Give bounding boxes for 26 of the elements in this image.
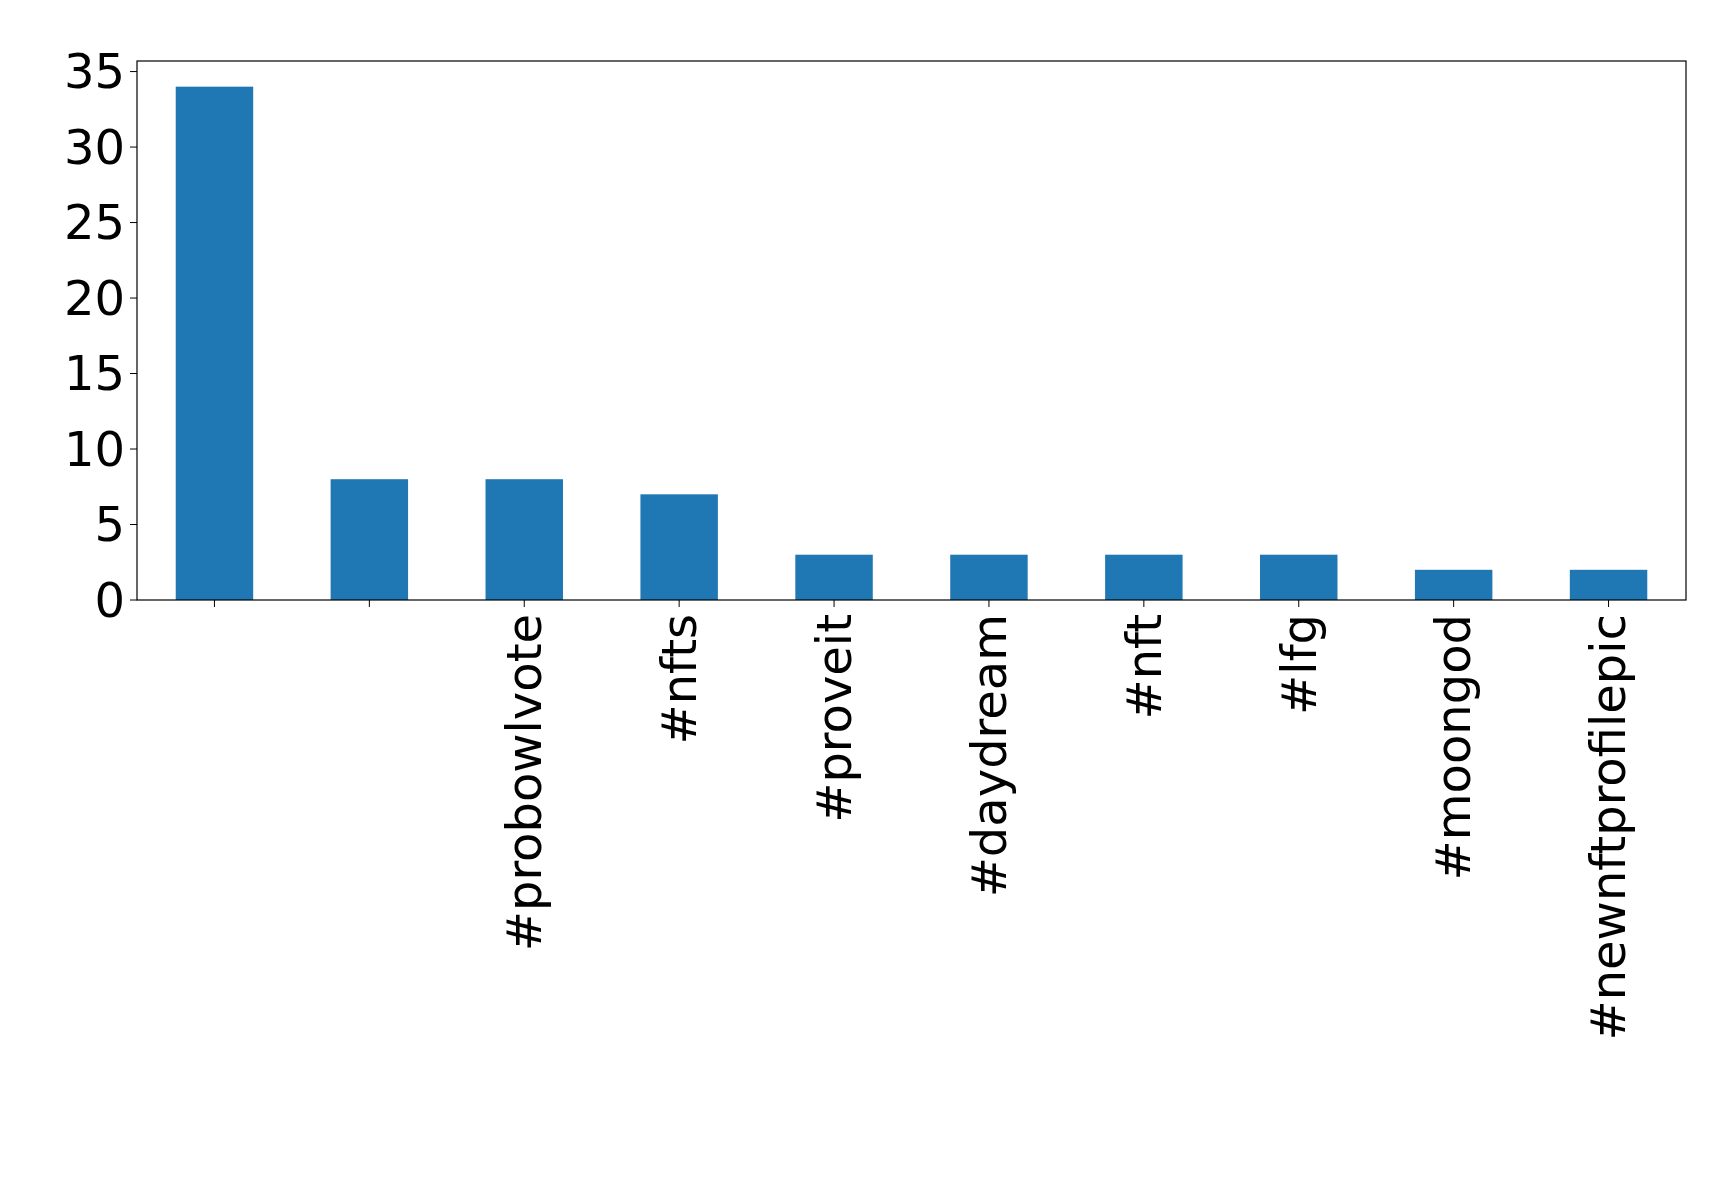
bar xyxy=(1414,569,1493,600)
x-tick-label: #nft xyxy=(1115,614,1172,720)
x-tick-label: #daydream xyxy=(960,614,1017,898)
y-tick-label: 15 xyxy=(63,345,125,402)
bar xyxy=(1569,569,1648,600)
bar xyxy=(1105,554,1183,600)
y-tick-label: 30 xyxy=(63,118,125,175)
y-tick-label: 0 xyxy=(94,571,125,628)
y-tick-label: 10 xyxy=(63,420,125,477)
bar xyxy=(795,554,873,600)
bar xyxy=(950,554,1028,600)
x-tick-label: #moongod xyxy=(1425,614,1482,881)
x-tick-label: #newnftprofilepic xyxy=(1580,614,1637,1041)
x-tick-label: #lfg xyxy=(1270,614,1327,715)
bar xyxy=(485,479,563,600)
bar xyxy=(640,494,718,600)
bar xyxy=(175,86,254,600)
y-tick-label: 25 xyxy=(63,194,125,251)
y-tick-label: 20 xyxy=(63,269,125,326)
bar xyxy=(330,479,409,600)
y-tick-label: 5 xyxy=(94,496,125,553)
x-tick-label: #nfts xyxy=(650,614,707,745)
x-tick-label: #probowlvote xyxy=(496,614,553,952)
x-tick-label: #proveit xyxy=(805,614,862,823)
bar xyxy=(1260,554,1338,600)
y-tick-label: 35 xyxy=(63,43,125,100)
